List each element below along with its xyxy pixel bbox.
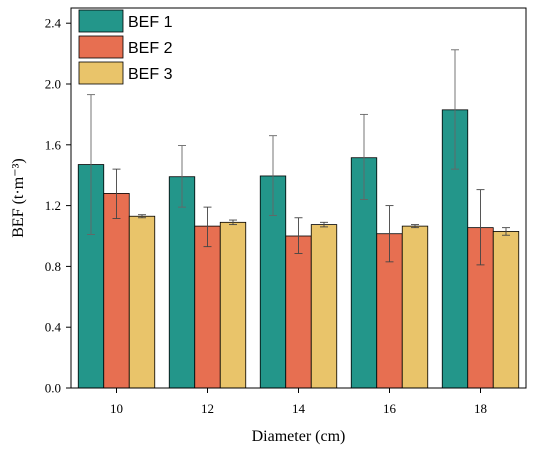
error-bar-bef3-16 [411, 224, 419, 229]
bar-bef3-14 [310, 224, 338, 389]
legend-item: BEF 1 [78, 9, 173, 33]
legend-item: BEF 3 [78, 61, 173, 85]
x-tick-label: 12 [201, 401, 214, 416]
error-bar-bef2-16 [385, 205, 394, 263]
bar-bef3-18 [492, 231, 520, 389]
error-bar-bef3-12 [229, 219, 237, 226]
error-bar-bef1-18 [451, 49, 459, 170]
y-tick-label: 2.4 [45, 16, 62, 31]
y-tick-label: 2.0 [45, 77, 61, 92]
error-bar-bef3-14 [320, 221, 328, 228]
legend-swatch [78, 61, 124, 85]
x-axis-title: Diameter (cm) [252, 428, 346, 445]
bar-bef3-10 [128, 215, 156, 389]
error-bar-bef2-18 [476, 189, 485, 266]
bar-bef3-16 [401, 225, 429, 389]
bar-bef2-14 [285, 235, 312, 389]
x-tick-label: 16 [383, 401, 397, 416]
error-bar-bef3-10 [138, 214, 146, 219]
x-tick-label: 10 [110, 401, 123, 416]
bar-bef1-12 [168, 176, 196, 389]
bar-bef2-12 [194, 225, 221, 389]
error-bar-bef1-12 [178, 145, 186, 208]
error-bars-layer [87, 49, 510, 266]
y-tick-label: 0.0 [45, 381, 61, 396]
x-tick-label: 14 [292, 401, 306, 416]
bars-layer [77, 109, 520, 389]
y-tick-label: 0.8 [45, 259, 61, 274]
error-bar-bef1-16 [360, 113, 368, 200]
error-bar-bef2-10 [112, 168, 121, 219]
legend: BEF 1 BEF 2 BEF 3 [78, 9, 173, 85]
legend-swatch [78, 9, 124, 33]
legend-label: BEF 3 [128, 66, 173, 83]
error-bar-bef1-14 [269, 135, 277, 216]
y-tick-label: 1.6 [45, 137, 62, 152]
legend-label: BEF 1 [128, 14, 173, 31]
ticks-layer: 10 12 14 16 18 0.0 0.4 0.8 1.2 1.6 2.0 2.4 [45, 16, 487, 416]
x-tick-label: 18 [474, 401, 487, 416]
error-bar-bef3-18 [502, 227, 510, 236]
error-bar-bef1-10 [87, 94, 95, 235]
y-tick-label: 0.4 [45, 320, 62, 335]
bar-bef3-12 [219, 221, 247, 389]
bar-bef2-10 [103, 193, 130, 389]
error-bar-bef2-12 [203, 206, 212, 248]
y-axis-title: BEF (t·m⁻³) [10, 158, 27, 237]
legend-item: BEF 2 [78, 35, 173, 59]
y-tick-label: 1.2 [45, 198, 61, 213]
legend-label: BEF 2 [128, 40, 173, 57]
legend-swatch [78, 35, 124, 59]
error-bar-bef2-14 [294, 217, 303, 254]
